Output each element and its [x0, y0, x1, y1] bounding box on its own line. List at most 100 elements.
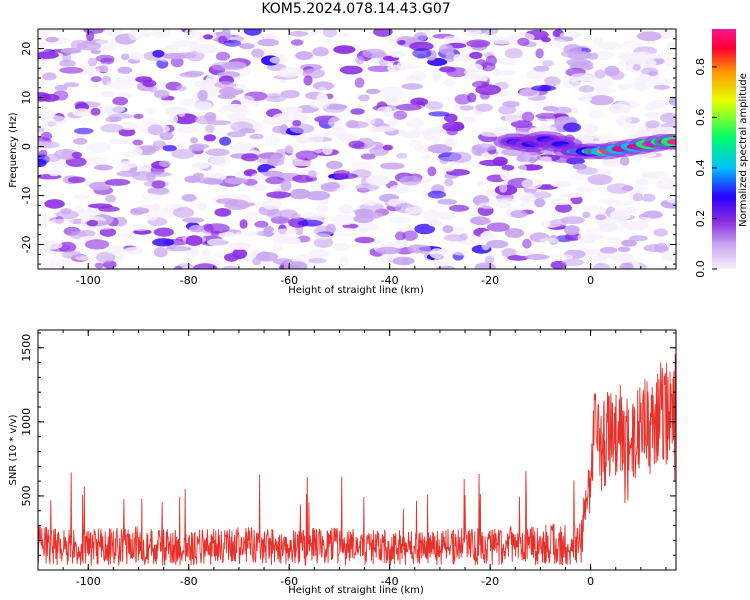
spectrogram-noise-cell — [85, 30, 95, 42]
spectrogram-noise-cell — [645, 120, 660, 129]
spectrogram-noise-cell — [649, 99, 668, 109]
spectrogram-noise-cell — [221, 29, 231, 36]
spectrogram-noise-cell — [203, 134, 216, 142]
spectrogram-noise-cell — [147, 124, 164, 135]
spectrogram-noise-cell — [109, 138, 128, 145]
spectrogram-noise-cell — [333, 45, 356, 54]
spectrogram-noise-cell — [203, 34, 214, 40]
spectrogram-noise-cell — [550, 180, 572, 188]
spectrogram-noise-cell — [291, 212, 301, 220]
spectrogram-noise-cell — [502, 60, 516, 66]
spectrogram-noise-cell — [214, 81, 237, 89]
spectrogram-noise-cell — [610, 70, 625, 81]
spectrogram-noise-cell — [162, 145, 177, 152]
spectrogram-noise-cell — [257, 38, 280, 47]
spectrogram-noise-cell — [325, 160, 343, 170]
spectrogram-noise-cell — [570, 73, 593, 81]
spectrogram-noise-cell — [365, 115, 376, 125]
spectrogram-noise-cell — [59, 67, 84, 74]
spectrogram-noise-cell — [193, 101, 213, 112]
spectrogram-noise-cell — [109, 116, 122, 122]
spectrogram-noise-cell — [295, 51, 314, 60]
spectrogram-noise-cell — [106, 79, 132, 89]
spectrogram-noise-cell — [99, 227, 117, 237]
spectrogram-noise-cell — [45, 36, 59, 43]
spectrogram-noise-cell — [375, 246, 401, 255]
spectrogram-noise-cell — [519, 87, 540, 98]
x-tick-label: -80 — [180, 274, 198, 287]
y-tick-label: 10 — [20, 91, 33, 105]
spectrogram-noise-cell — [61, 250, 83, 259]
spectrogram-noise-cell — [104, 178, 131, 186]
spectrogram-noise-cell — [263, 226, 275, 237]
x-tick-label: 0 — [587, 274, 594, 287]
spectrogram-noise-cell — [389, 184, 408, 192]
spectrogram-noise-cell — [621, 239, 637, 247]
spectrogram-noise-cell — [337, 133, 360, 143]
spectrogram-noise-cell — [272, 243, 284, 252]
spectrogram-noise-cell — [226, 131, 246, 138]
spectrogram-noise-cell — [101, 90, 116, 98]
spectrogram-noise-cell — [373, 29, 393, 37]
spectrogram-noise-cell — [518, 191, 535, 200]
spectrogram-noise-cell — [582, 211, 591, 219]
spectrogram-noise-cell — [510, 210, 528, 219]
spectrogram-noise-cell — [84, 239, 110, 250]
spectrogram-noise-cell — [288, 31, 309, 37]
spectrogram-noise-cell — [626, 206, 638, 214]
snr-panel: -100 -80 -60 -40 -20 0 500 1000 1500 Height of … — [8, 329, 677, 596]
spectrogram-noise-cell — [637, 31, 662, 42]
spectrogram-noise-cell — [339, 255, 349, 267]
spectrogram-noise-cell — [42, 72, 57, 81]
spectrogram-noise-cell — [131, 223, 151, 232]
spectrogram-noise-cell — [222, 265, 240, 269]
spectrogram-noise-cell — [82, 29, 106, 34]
chart-title: KOM5.2024.078.14.43.G07 — [261, 1, 451, 17]
spectrogram-noise-cell — [485, 55, 497, 66]
spectrogram-noise-cell — [173, 265, 183, 269]
spectrogram-noise-cell — [410, 97, 429, 107]
spectrogram-noise-cell — [427, 219, 442, 227]
spectrogram-noise-cell — [549, 218, 568, 227]
spectrogram-noise-cell — [203, 223, 230, 234]
spectrogram-noise-cell — [38, 240, 52, 252]
spectrogram-noise-cell — [353, 214, 374, 224]
spectrogram-noise-cell — [638, 79, 659, 88]
spectrogram-noise-cell — [266, 209, 282, 219]
spectrogram-noise-cell — [355, 56, 365, 65]
spectrogram-noise-cell — [581, 123, 599, 134]
spectrogram-noise-cell — [74, 127, 94, 135]
spectrogram-noise-cell — [620, 104, 631, 114]
spectrogram-noise-cell — [462, 29, 482, 37]
spectrogram-noise-cell — [427, 190, 446, 199]
spectrogram-noise-cell — [313, 237, 334, 248]
spectrogram-noise-cell — [395, 103, 422, 111]
spectrogram-noise-cell — [161, 99, 174, 106]
spectrogram-noise-cell — [401, 83, 423, 90]
spectrogram-noise-cell — [408, 139, 422, 148]
spectrogram-noise-cell — [466, 39, 491, 48]
spectrogram-noise-cell — [421, 153, 431, 161]
spectrogram-noise-cell — [561, 50, 575, 58]
spectrogram-noise-cell — [434, 211, 457, 220]
spectrogram-noise-cell — [593, 262, 610, 269]
spectrogram-noise-cell — [399, 175, 422, 186]
spectrogram-noise-cell — [619, 262, 634, 269]
spectrogram-noise-cell — [73, 137, 88, 145]
spectrogram-noise-cell — [593, 88, 617, 94]
spectrogram-noise-cell — [73, 194, 91, 200]
spectrogram-x-ticks: -100 -80 -60 -40 -20 0 — [37, 29, 667, 287]
spectrogram-noise-cell — [74, 101, 87, 108]
spectrogram-noise-cell — [224, 61, 247, 70]
spectrogram-noise-cell — [531, 85, 557, 92]
spectrogram-noise-cell — [97, 63, 112, 73]
spectrogram-noise-cell — [290, 39, 304, 46]
spectrogram-noise-cell — [326, 181, 340, 190]
spectrogram-noise-cell — [209, 156, 231, 167]
spectrogram-noise-cell — [90, 76, 102, 83]
spectrogram-noise-cell — [414, 223, 436, 235]
spectrogram-noise-cell — [597, 224, 624, 232]
spectrogram-noise-cell — [335, 227, 358, 237]
spectrogram-noise-cell — [389, 217, 411, 223]
spectrogram-noise-cell — [130, 207, 150, 214]
